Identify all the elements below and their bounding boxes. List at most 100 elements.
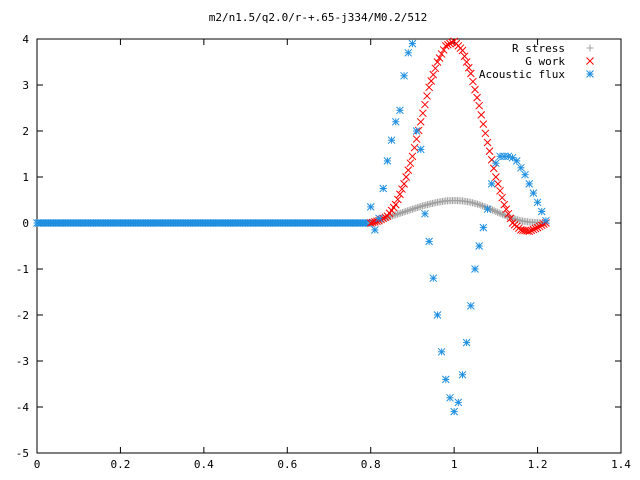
y-tick-label: -1: [16, 263, 29, 276]
acoustic-flux-point: [483, 205, 492, 214]
g-work-point: [416, 117, 425, 126]
g-work-point: [412, 135, 421, 143]
g-work-point: [496, 186, 504, 195]
acoustic-flux-point: [371, 226, 379, 234]
y-tick-label: 3: [22, 79, 29, 92]
acoustic-flux-point: [487, 180, 496, 188]
g-work-point: [487, 155, 496, 164]
g-work-point: [500, 200, 509, 209]
acoustic-flux-point: [521, 170, 529, 179]
r-stress-point: [497, 210, 505, 218]
acoustic-flux-point: [542, 216, 550, 225]
g-work-point: [502, 205, 511, 214]
acoustic-flux-point: [537, 207, 546, 216]
g-work-point: [464, 63, 473, 72]
g-work-point: [446, 39, 454, 48]
g-work-point: [439, 46, 448, 54]
r-stress-point: [410, 205, 418, 213]
acoustic-flux-point: [466, 301, 475, 310]
g-work-point: [406, 159, 415, 168]
acoustic-flux-point: [471, 265, 479, 273]
acoustic-flux-point: [396, 106, 404, 115]
g-work-point: [429, 70, 438, 79]
legend-marker: [586, 70, 594, 78]
y-tick-label: -3: [16, 355, 29, 368]
g-work-point: [398, 185, 406, 193]
acoustic-flux-point: [533, 198, 542, 207]
x-axis: 0 0.2 0.4 0.6 0.8 1 1.2 1.4: [34, 39, 631, 471]
g-work-point: [435, 54, 444, 62]
r-stress-point: [405, 206, 413, 214]
r-stress-point: [397, 209, 405, 217]
acoustic-flux-point: [416, 145, 425, 154]
r-stress-point: [489, 206, 497, 214]
y-tick-label: -2: [16, 309, 29, 322]
acoustic-flux-point: [433, 311, 442, 319]
acoustic-flux-point: [425, 237, 433, 246]
series-g-work: [366, 37, 550, 236]
g-work-point: [410, 143, 419, 152]
g-work-point: [444, 40, 452, 49]
g-work-point: [485, 147, 494, 155]
acoustic-flux-point: [492, 159, 500, 168]
x-tick-label: 0.6: [277, 458, 297, 471]
g-work-point: [504, 209, 513, 218]
g-work-point: [408, 152, 417, 161]
g-work-point: [423, 92, 431, 100]
g-work-point: [483, 138, 492, 147]
r-stress-point: [475, 201, 483, 209]
acoustic-flux-point: [404, 48, 413, 57]
g-work-point: [393, 195, 402, 204]
plot-frame: [36, 38, 622, 454]
g-work-point: [437, 50, 446, 58]
g-work-point: [533, 223, 542, 232]
g-work-point: [391, 200, 400, 209]
r-stress-point: [395, 210, 403, 218]
g-work-point: [425, 83, 433, 92]
acoustic-flux-point: [408, 39, 417, 48]
chart-title: m2/n1.5/q2.0/r-+.65-j334/M0.2/512: [209, 11, 428, 24]
y-tick-label: 1: [22, 171, 29, 184]
acoustic-flux-point: [450, 407, 458, 416]
acoustic-flux-point: [446, 393, 454, 402]
series-layer: [33, 37, 550, 416]
g-work-point: [458, 46, 467, 55]
r-stress-point: [490, 207, 498, 215]
g-work-point: [506, 214, 515, 223]
y-tick-label: 0: [22, 217, 29, 230]
r-stress-point: [403, 207, 411, 215]
g-work-point: [525, 227, 534, 236]
legend-marker: [586, 44, 594, 52]
acoustic-flux-point: [441, 375, 450, 384]
g-work-point: [419, 109, 427, 118]
r-stress-point: [402, 207, 410, 215]
y-tick-label: -4: [16, 401, 30, 414]
g-work-point: [396, 190, 404, 199]
y-tick-label: 4: [22, 33, 29, 46]
acoustic-flux-point: [366, 203, 375, 211]
legend-label: Acoustic flux: [479, 68, 565, 81]
r-stress-point: [400, 208, 408, 216]
acoustic-flux-point: [383, 157, 392, 165]
legend-label: R stress: [512, 42, 565, 55]
r-stress-point: [499, 210, 507, 218]
acoustic-flux-point: [508, 153, 517, 162]
g-work-point: [466, 69, 475, 78]
acoustic-flux-point: [391, 117, 400, 126]
acoustic-flux-point: [379, 184, 388, 193]
g-work-point: [492, 173, 500, 181]
acoustic-flux-point: [421, 209, 429, 218]
g-work-point: [471, 85, 479, 94]
g-work-point: [479, 120, 488, 128]
g-work-point: [431, 64, 440, 73]
r-stress-point: [494, 208, 502, 216]
series-r-stress: [367, 196, 550, 227]
r-stress-point: [412, 204, 420, 212]
acoustic-flux-point: [412, 127, 421, 135]
acoustic-flux-point: [400, 71, 408, 80]
r-stress-point: [415, 203, 423, 211]
r-stress-point: [495, 209, 503, 217]
x-tick-label: 1.2: [528, 458, 548, 471]
